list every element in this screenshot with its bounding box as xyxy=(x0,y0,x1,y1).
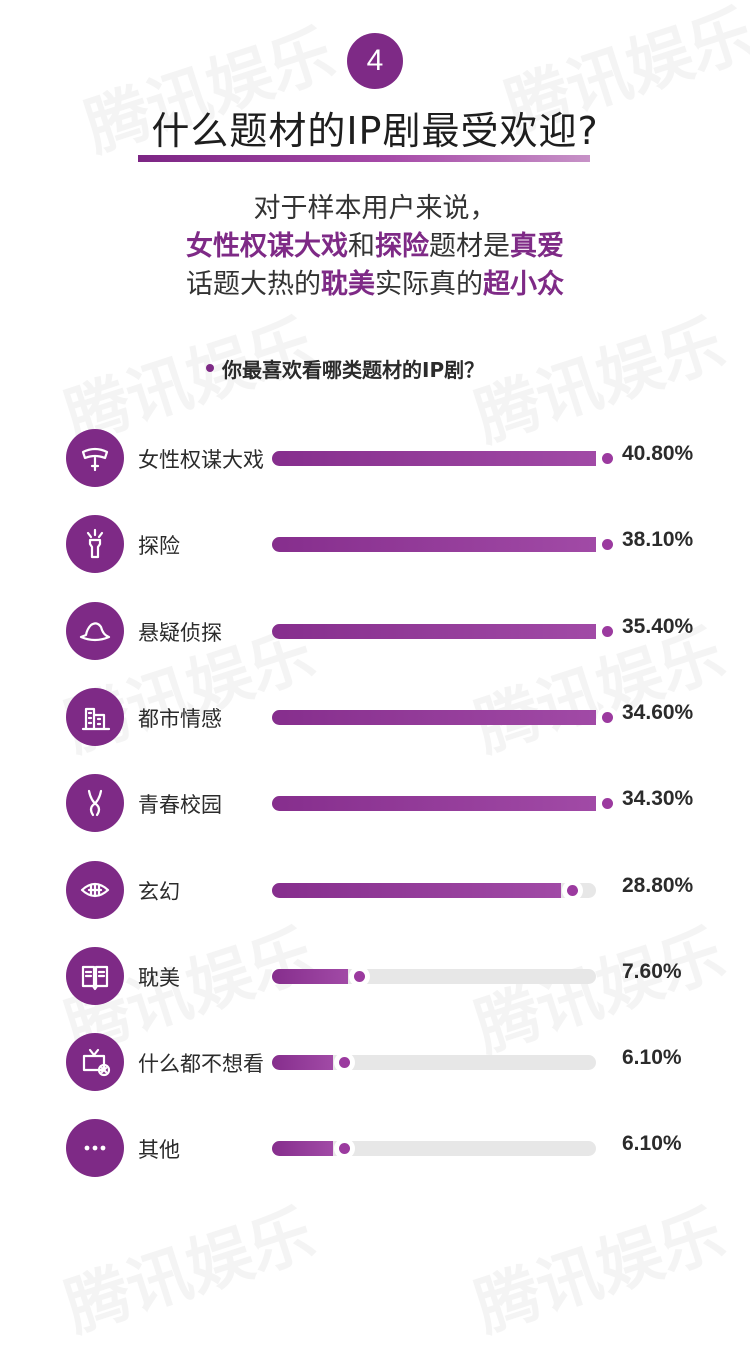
bar-marker xyxy=(597,534,618,556)
lead-highlight: 探险 xyxy=(375,231,429,262)
bar-marker xyxy=(597,793,618,815)
tv-off-icon xyxy=(66,1033,124,1092)
chart-row: 青春校园 34.30% xyxy=(0,773,750,833)
lead-highlight: 女性权谋大戏 xyxy=(186,231,348,262)
chart-row: 探险 38.10% xyxy=(0,514,750,574)
bar-marker xyxy=(597,706,618,728)
bar-fill xyxy=(272,1055,334,1071)
bar-fill xyxy=(272,537,596,553)
value-label: 34.30% xyxy=(622,787,694,811)
lead-text: 实际真的 xyxy=(375,269,483,300)
category-label: 青春校园 xyxy=(138,793,222,818)
chart-row: 都市情感 34.60% xyxy=(0,687,750,747)
title-underline xyxy=(138,155,590,162)
fantasy-eye-icon xyxy=(66,860,124,919)
value-label: 7.60% xyxy=(622,959,682,983)
bar-marker xyxy=(562,879,584,901)
chart-title: 你最喜欢看哪类题材的IP剧？ xyxy=(222,358,485,382)
chart-row: 女性权谋大戏 40.80% xyxy=(0,428,750,488)
category-label: 什么都不想看 xyxy=(138,1052,264,1077)
bar-fill xyxy=(272,709,596,725)
bar-marker xyxy=(349,965,371,987)
bar-fill xyxy=(272,1141,334,1157)
lead-text: 话题大热的 xyxy=(186,269,321,300)
detective-hat-icon xyxy=(66,601,124,660)
chart-row: 玄幻 28.80% xyxy=(0,860,750,920)
value-label: 35.40% xyxy=(622,614,694,638)
chart-row: 耽美 7.60% xyxy=(0,946,750,1006)
value-label: 28.80% xyxy=(622,873,694,897)
jump-rope-icon xyxy=(66,774,124,833)
bar-marker xyxy=(597,620,618,642)
chart-row: 悬疑侦探 35.40% xyxy=(0,601,750,661)
book-icon xyxy=(66,946,124,1005)
city-buildings-icon xyxy=(66,687,124,746)
bar-marker xyxy=(597,448,618,469)
lead-highlight: 超小众 xyxy=(483,269,564,300)
bar-fill xyxy=(272,796,596,812)
category-label: 都市情感 xyxy=(138,706,222,731)
value-label: 6.10% xyxy=(622,1046,682,1070)
category-label: 悬疑侦探 xyxy=(138,620,222,645)
value-label: 38.10% xyxy=(622,528,694,552)
value-label: 40.80% xyxy=(622,442,694,465)
watermark: 腾讯娱乐 xyxy=(52,1183,324,1349)
category-label: 耽美 xyxy=(138,965,180,990)
chart-row: 什么都不想看 6.10% xyxy=(0,1032,750,1092)
flashlight-icon xyxy=(66,515,124,574)
lead-line-2: 女性权谋大戏和探险题材是真爱 xyxy=(0,224,750,263)
value-label: 34.60% xyxy=(622,700,694,724)
category-label: 玄幻 xyxy=(138,879,180,904)
bar-marker xyxy=(334,1052,356,1074)
bar-fill xyxy=(272,968,349,984)
crown-icon xyxy=(66,429,124,487)
chart-row: 其他 6.10% xyxy=(0,1118,750,1178)
more-dots-icon xyxy=(66,1119,124,1178)
bar-fill xyxy=(272,882,562,898)
bar-fill xyxy=(272,451,596,466)
category-label: 其他 xyxy=(138,1138,180,1163)
lead-highlight: 真爱 xyxy=(510,231,564,262)
watermark: 腾讯娱乐 xyxy=(462,1183,734,1349)
lead-text: 和 xyxy=(348,231,375,262)
lead-line-1: 对于样本用户来说， xyxy=(253,193,497,224)
bar-marker xyxy=(334,1138,356,1160)
lead-text: 题材是 xyxy=(429,231,510,262)
lead-highlight: 耽美 xyxy=(321,269,375,300)
category-label: 女性权谋大戏 xyxy=(138,448,264,472)
page-title: 什么题材的IP剧最受欢迎? xyxy=(151,109,599,153)
category-label: 探险 xyxy=(138,534,180,559)
section-number-badge: 4 xyxy=(347,33,403,89)
lead-line-3: 话题大热的耽美实际真的超小众 xyxy=(0,262,750,301)
question-bullet xyxy=(206,364,214,372)
value-label: 6.10% xyxy=(622,1132,682,1156)
bar-fill xyxy=(272,623,596,639)
